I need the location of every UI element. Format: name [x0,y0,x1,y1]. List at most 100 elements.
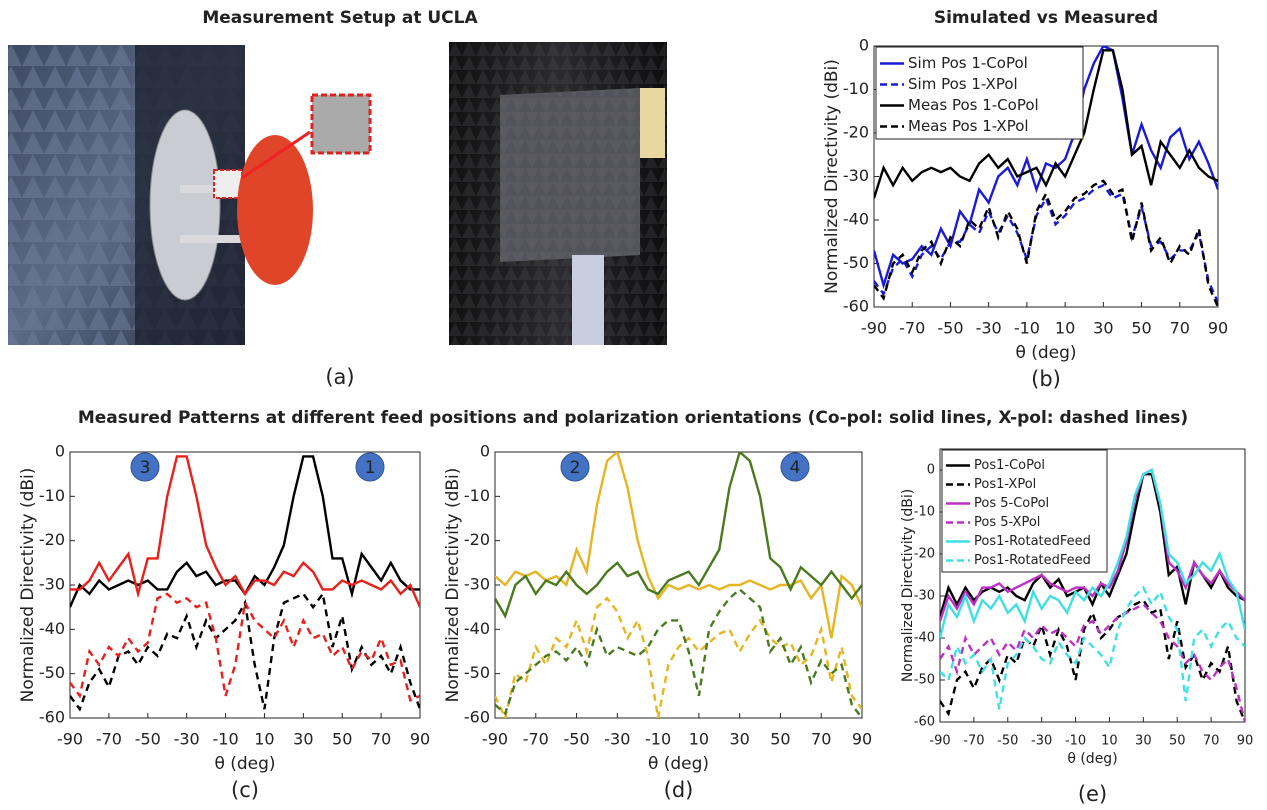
x-tick-label: -70 [899,319,925,338]
x-tick-label: -30 [174,730,200,749]
x-tick-label: 10 [1101,734,1118,749]
series-line [70,590,420,712]
x-tick-label: -30 [604,730,630,749]
x-tick-label: 90 [1208,319,1228,338]
annotation-badge [780,452,810,482]
x-tick-label: -10 [645,730,671,749]
series-line [70,455,420,608]
y-tick-label: -40 [39,619,65,638]
y-tick-label: -10 [843,79,869,98]
x-tick-label: 70 [1170,319,1190,338]
y-tick-label: -10 [39,486,65,505]
x-tick-label: 50 [1169,734,1186,749]
legend-label: Pos 5-XPol [974,515,1040,530]
x-tick-label: -70 [96,730,122,749]
annotation-badge [560,452,590,482]
series-line [940,468,1245,639]
photo-chamber-feed [8,45,372,345]
y-axis-label: Normalized Directivity (dBi) [443,468,463,703]
legend-label: Sim Pos 1-CoPol [908,54,1028,72]
x-tick-label: 50 [770,730,790,749]
series-line [495,596,862,718]
x-tick-label: -10 [1014,319,1040,338]
legend [875,46,1084,140]
setup-title: Measurement Setup at UCLA [202,8,478,28]
legend-label: Pos 5-CoPol [974,496,1049,511]
y-tick-label: -40 [464,619,490,638]
annotation-badge [130,452,160,482]
series-line [940,468,1245,622]
section-title: Measured Patterns at different feed posi… [78,408,1188,428]
x-tick-label: -90 [861,319,887,338]
x-tick-label: 30 [293,730,313,749]
series-line [940,585,1245,710]
x-tick-label: 30 [729,730,749,749]
x-tick-label: 90 [410,730,430,749]
series-line [940,602,1245,722]
series-line [874,46,1218,290]
legend-label: Pos1-RotatedFeed [974,534,1091,549]
y-tick-label: -30 [39,575,65,594]
y-tick-label: -40 [914,631,935,646]
x-tick-label: 50 [332,730,352,749]
chart-title: Simulated vs Measured [934,8,1158,28]
caption: (a) [325,365,354,389]
y-tick-label: 0 [927,463,935,478]
y-tick-label: -50 [914,673,935,688]
y-tick-label: -60 [39,708,65,727]
y-tick-label: -30 [914,589,935,604]
x-axis-label: θ (deg) [214,754,275,774]
x-tick-label: 90 [852,730,872,749]
plot-area [69,451,421,719]
y-tick-label: -30 [464,575,490,594]
legend [941,449,1108,573]
series-line [874,183,1218,304]
caption: (c) [231,778,259,802]
x-tick-label: -50 [563,730,589,749]
y-tick-label: -60 [464,708,490,727]
x-tick-label: -30 [1031,734,1052,749]
annotation: 2 [570,458,581,478]
annotation: 4 [790,458,801,478]
series-line [874,49,1218,199]
x-axis-label: θ (deg) [1067,751,1117,767]
y-axis-label: Normalized Directivity (dBi) [18,468,38,703]
y-tick-label: -10 [464,486,490,505]
plot-area [494,451,863,719]
x-tick-label: -70 [523,730,549,749]
caption: (e) [1078,782,1107,806]
y-tick-label: -60 [914,715,935,730]
legend-label: Meas Pos 1-XPol [908,117,1029,135]
x-tick-label: -90 [929,734,950,749]
x-tick-label: 90 [1237,734,1254,749]
x-tick-label: -30 [976,319,1002,338]
y-tick-label: 0 [480,442,490,461]
photo-chamber-room [449,42,667,345]
x-axis-label: θ (deg) [648,754,709,774]
y-tick-label: -20 [464,530,490,549]
series-line [874,179,1218,307]
x-tick-label: -50 [997,734,1018,749]
annotation-badge [355,452,385,482]
annotation: 1 [365,458,376,478]
x-tick-label: 10 [689,730,709,749]
x-tick-label: 10 [1055,319,1075,338]
legend-label: Pos1-RotatedFeed [974,553,1091,568]
x-tick-label: -10 [212,730,238,749]
x-tick-label: -90 [482,730,508,749]
series-line [495,452,862,619]
series-line [495,587,862,718]
annotation: 3 [140,458,151,478]
x-axis-label: θ (deg) [1015,343,1076,363]
y-tick-label: -60 [843,297,869,316]
x-tick-label: -90 [57,730,83,749]
y-tick-label: -20 [843,123,869,142]
x-tick-label: 30 [1093,319,1113,338]
x-tick-label: 70 [811,730,831,749]
x-tick-label: 30 [1135,734,1152,749]
x-tick-label: 50 [1131,319,1151,338]
y-tick-label: -50 [39,663,65,682]
y-tick-label: 0 [55,442,65,461]
y-axis-label: Normalized Directivity (dBi) [900,489,916,682]
